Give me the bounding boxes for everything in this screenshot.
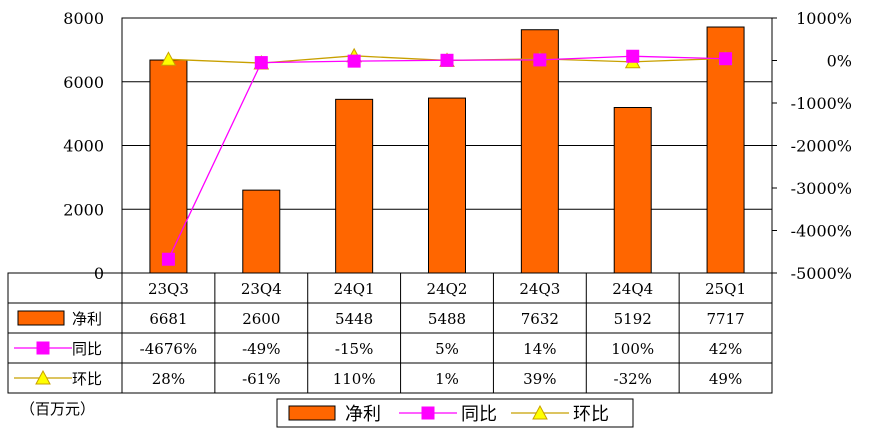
square-marker: [347, 54, 361, 68]
square-marker: [533, 53, 547, 67]
data-table: 23Q3 23Q4 24Q1 24Q2 24Q3 24Q4 25Q1 净利 6681 2600 54…: [7, 272, 773, 394]
right-axis-tick-label: -2000%: [791, 137, 852, 156]
table-cell: -4676%: [140, 340, 198, 358]
category-label: 24Q1: [334, 280, 375, 298]
table-cell: 14%: [523, 340, 556, 358]
left-axis-tick-label: 8000: [63, 9, 104, 28]
bar: [242, 189, 281, 274]
legend-label: 同比: [461, 404, 497, 425]
table-series-name: 环比: [72, 370, 102, 388]
right-axis-tick-label: -3000%: [791, 179, 852, 198]
right-axis-ticks: -5000% -4000% -3000% -2000% -1000% 0% 1000%: [772, 9, 852, 283]
bar: [706, 26, 745, 274]
right-axis-tick-label: 1000%: [796, 9, 852, 28]
table-cell: -49%: [242, 340, 280, 358]
table-cell: 5448: [335, 310, 373, 328]
legend: 净利 同比 环比: [276, 398, 634, 428]
table-cell: 28%: [152, 370, 185, 388]
category-label: 24Q3: [519, 280, 560, 298]
bar: [428, 97, 466, 274]
triangle-marker: [160, 51, 177, 66]
table-series-name: 净利: [72, 310, 102, 328]
right-axis-tick-label: -1000%: [791, 94, 852, 113]
triangle-marker: [532, 404, 548, 420]
square-marker: [626, 49, 640, 63]
table-cell: -15%: [335, 340, 373, 358]
bar: [520, 29, 559, 274]
left-axis-tick-label: 6000: [63, 73, 104, 92]
table-cell: 5488: [428, 310, 466, 328]
left-axis-tick-label: 2000: [63, 200, 104, 219]
table-cell: 1%: [435, 370, 459, 388]
table-cell: 6681: [149, 310, 187, 328]
table-cell: 7717: [706, 310, 744, 328]
bar: [613, 107, 652, 274]
triangle-marker: [35, 369, 51, 385]
right-axis-tick-label: -5000%: [791, 264, 852, 283]
square-marker: [719, 52, 733, 66]
square-marker: [421, 406, 435, 420]
table-cell: 7632: [521, 310, 559, 328]
unit-label: （百万元）: [20, 400, 95, 418]
legend-label: 净利: [345, 404, 381, 425]
category-label: 25Q1: [705, 280, 746, 298]
square-marker: [161, 252, 175, 266]
bar: [335, 98, 374, 274]
table-cell: 110%: [333, 370, 376, 388]
table-cell: 49%: [709, 370, 742, 388]
table-cell: -32%: [614, 370, 652, 388]
category-label: 24Q2: [427, 280, 468, 298]
square-marker: [254, 56, 268, 70]
line-series: [160, 47, 734, 266]
legend-key: [288, 405, 336, 421]
table-series-name: 同比: [72, 340, 102, 358]
square-marker: [440, 53, 454, 67]
category-label: 23Q3: [148, 280, 189, 298]
square-marker: [36, 341, 50, 355]
right-axis-tick-label: -4000%: [791, 222, 852, 241]
table-cell: -61%: [242, 370, 280, 388]
table-legend-key: [17, 310, 65, 326]
table-cell: 5192: [614, 310, 652, 328]
bar: [149, 59, 188, 274]
right-axis-tick-label: 0%: [827, 52, 852, 71]
table-cell: 42%: [709, 340, 742, 358]
table-cell: 39%: [523, 370, 556, 388]
bar-series: [149, 26, 745, 274]
legend-label: 环比: [573, 404, 609, 425]
left-axis-tick-label: 4000: [63, 137, 104, 156]
table-cell: 100%: [611, 340, 654, 358]
table-cell: 5%: [435, 340, 459, 358]
table-cell: 2600: [242, 310, 280, 328]
category-label: 23Q4: [241, 280, 282, 298]
category-label: 24Q4: [612, 280, 653, 298]
